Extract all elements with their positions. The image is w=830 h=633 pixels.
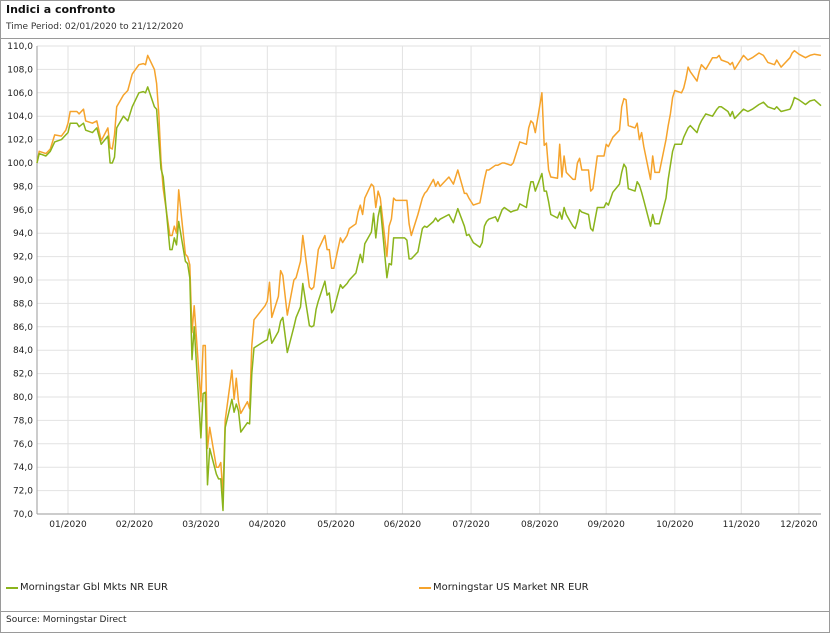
- legend-swatch-gbl: [6, 586, 18, 589]
- x-tick-label: 12/2020: [780, 520, 818, 530]
- y-tick-label: 72,0: [13, 487, 33, 497]
- x-tick-label: 03/2020: [182, 520, 220, 530]
- header-divider: [1, 38, 829, 39]
- y-tick-label: 74,0: [13, 463, 33, 473]
- legend-swatch-us: [419, 586, 431, 589]
- y-tick-label: 78,0: [13, 416, 33, 426]
- x-tick-label: 08/2020: [521, 520, 559, 530]
- y-tick-label: 104,0: [7, 112, 33, 122]
- x-tick-label: 09/2020: [587, 520, 625, 530]
- x-tick-label: 01/2020: [49, 520, 87, 530]
- series-line-us: [36, 49, 822, 497]
- series-line-gbl: [36, 86, 822, 512]
- y-tick-label: 86,0: [13, 323, 33, 333]
- legend-item-us: Morningstar US Market NR EUR: [419, 582, 589, 593]
- x-tick-label: 04/2020: [249, 520, 287, 530]
- y-tick-label: 96,0: [13, 206, 33, 216]
- y-tick-label: 90,0: [13, 276, 33, 286]
- line-chart: 70,0 72,0 74,0 76,0 78,0 80,0 82,0 84,0 86,0 88,0…: [7, 42, 822, 530]
- y-tick-label: 92,0: [13, 253, 33, 263]
- x-tick-label: 05/2020: [317, 520, 355, 530]
- x-tick-label: 02/2020: [116, 520, 154, 530]
- legend-label-gbl: Morningstar Gbl Mkts NR EUR: [20, 582, 169, 593]
- y-tick-label: 100,0: [7, 159, 33, 169]
- y-tick-label: 102,0: [7, 136, 33, 146]
- x-tick-label: 10/2020: [656, 520, 694, 530]
- y-tick-label: 94,0: [13, 229, 33, 239]
- x-tick-label: 11/2020: [723, 520, 761, 530]
- y-tick-label: 110,0: [7, 42, 33, 52]
- y-tick-label: 98,0: [13, 182, 33, 192]
- y-tick-label: 88,0: [13, 299, 33, 309]
- y-tick-label: 80,0: [13, 393, 33, 403]
- y-tick-label: 84,0: [13, 346, 33, 356]
- x-tick-label: 07/2020: [452, 520, 490, 530]
- chart-title: Indici a confronto: [6, 3, 116, 16]
- time-period: Time Period: 02/01/2020 to 21/12/2020: [6, 22, 184, 32]
- y-tick-label: 76,0: [13, 440, 33, 450]
- y-tick-label: 108,0: [7, 65, 33, 75]
- legend-item-gbl: Morningstar Gbl Mkts NR EUR: [6, 582, 168, 593]
- source-note: Source: Morningstar Direct: [6, 615, 127, 625]
- y-tick-label: 106,0: [7, 89, 33, 99]
- y-tick-label: 70,0: [13, 510, 33, 520]
- y-tick-label: 82,0: [13, 370, 33, 380]
- x-tick-label: 06/2020: [384, 520, 422, 530]
- legend-label-us: Morningstar US Market NR EUR: [433, 582, 589, 593]
- footer-divider: [1, 611, 829, 612]
